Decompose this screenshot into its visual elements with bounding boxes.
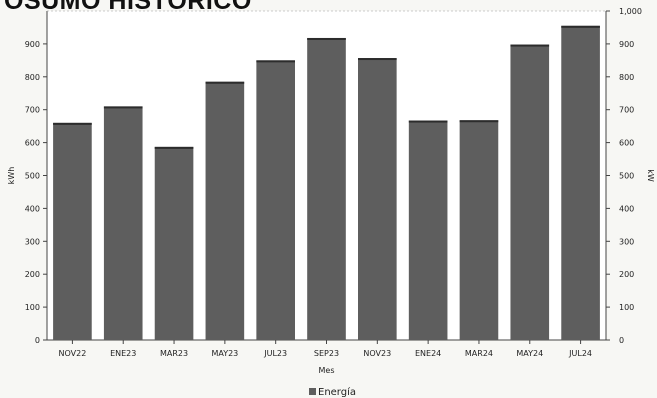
y-tick-label: 100 [25, 303, 40, 312]
x-tick-label: SEP23 [314, 349, 339, 358]
y-tick-label: 0 [35, 336, 40, 345]
bar [459, 120, 499, 340]
y-right-tick-label: 700 [619, 106, 634, 115]
bar-top-edge [256, 60, 295, 63]
y-right-tick-label: 900 [619, 40, 634, 49]
y-right-tick-label: 800 [619, 73, 634, 82]
bar-top-edge [53, 122, 92, 125]
x-tick-label: MAR23 [160, 349, 188, 358]
y-right-tick-label: 200 [619, 270, 634, 279]
bar [154, 146, 194, 340]
x-tick-label: MAY23 [211, 349, 238, 358]
bar-top-edge [408, 120, 448, 123]
x-tick-label: MAY24 [516, 349, 543, 358]
legend: Energía [309, 386, 356, 398]
y-right-tick-label: 0 [619, 336, 624, 345]
y-tick-label: 900 [25, 40, 40, 49]
y-tick-label: 600 [25, 139, 40, 148]
bar-top-edge [510, 44, 550, 47]
y-right-tick-label: 600 [619, 139, 634, 148]
y-right-tick-label: 300 [619, 237, 634, 246]
bar [103, 106, 143, 340]
bar [561, 25, 600, 341]
bar-top-edge [103, 106, 143, 109]
y-right-tick-label: 500 [619, 172, 634, 181]
y-right-tick-label: 1,000 [619, 7, 642, 16]
legend-swatch [309, 388, 316, 395]
x-axis-title: Mes [319, 366, 335, 375]
y-right-tick-label: 400 [619, 204, 634, 213]
bar-top-edge [307, 37, 346, 40]
x-tick-label: NOV23 [363, 349, 391, 358]
legend-label: Energía [318, 386, 356, 398]
bar [510, 44, 550, 341]
bar [358, 58, 397, 341]
y-tick-label: 500 [25, 172, 40, 181]
y-right-axis-title: kW [646, 169, 655, 182]
x-tick-label: JUL23 [263, 349, 287, 358]
bar [53, 122, 92, 340]
x-tick-label: MAR24 [465, 349, 493, 358]
x-tick-label: JUL24 [568, 349, 592, 358]
x-tick-label: ENE23 [110, 349, 136, 358]
y-tick-label: 700 [25, 106, 40, 115]
bar-top-edge [561, 25, 600, 28]
y-tick-label: 300 [25, 237, 40, 246]
y-axis-title: kWh [7, 167, 16, 185]
bar-top-edge [205, 81, 245, 84]
x-tick-label: ENE24 [415, 349, 441, 358]
bar-top-edge [154, 146, 194, 149]
y-tick-label: 400 [25, 204, 40, 213]
y-tick-label: 800 [25, 73, 40, 82]
y-right-tick-label: 100 [619, 303, 634, 312]
bar [205, 81, 245, 341]
bar-top-edge [459, 120, 499, 123]
y-tick-label: 200 [25, 270, 40, 279]
bar-top-edge [358, 58, 397, 61]
x-tick-label: NOV22 [59, 349, 87, 358]
bar [408, 120, 448, 340]
bar [307, 37, 346, 341]
bar [256, 60, 295, 340]
